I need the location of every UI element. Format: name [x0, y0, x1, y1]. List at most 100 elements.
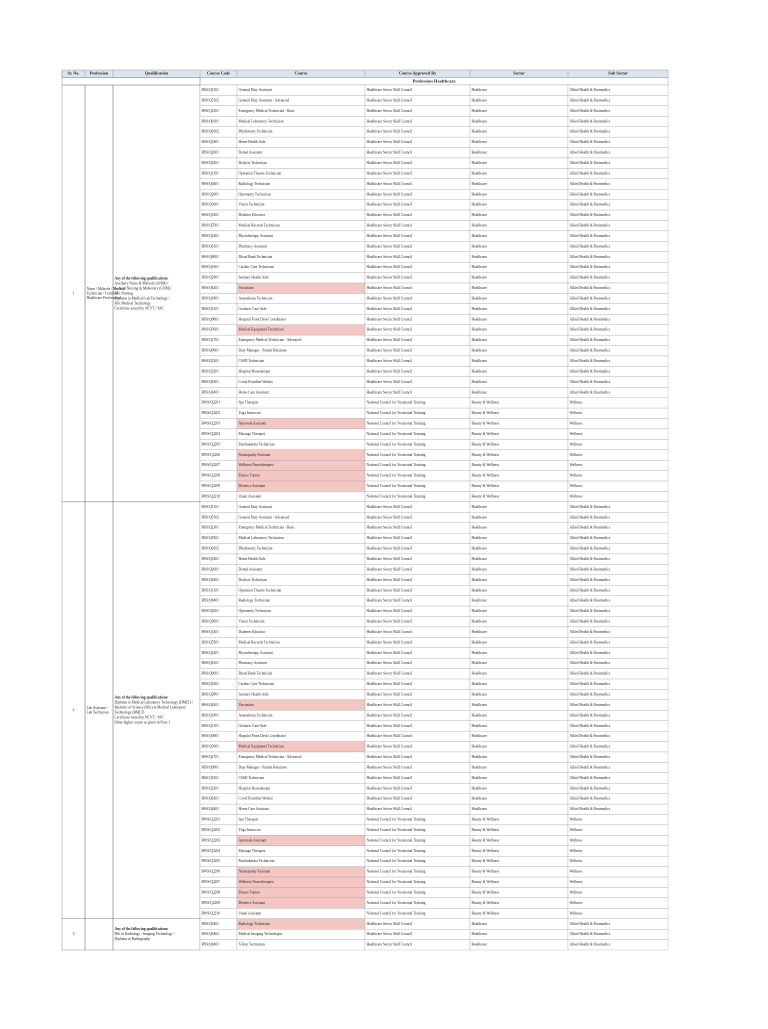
cell-text: Healthcare Sector Skill Council [367, 369, 413, 373]
cell-text: Healthcare [472, 547, 488, 551]
cell-text: Healthcare [472, 588, 488, 592]
cell-text: Home Health Aide [239, 140, 266, 144]
cell-text: HSS/Q1401 [202, 213, 220, 217]
cell-text: BWS/Q2203 [202, 838, 221, 842]
cell-text: HSS/Q0301 [202, 536, 220, 540]
cell-text: Healthcare [472, 213, 488, 217]
cell-text: Healthcare [472, 640, 488, 644]
cell-text: Healthcare Sector Skill Council [367, 265, 413, 269]
cell-text: BWS/Q2202 [202, 828, 221, 832]
cell-text: Optometry Technician [239, 192, 271, 196]
cell-text: Healthcare Sector Skill Council [367, 536, 413, 540]
cell-text: Naturopathy Assistant [239, 453, 271, 457]
cell-text: BWS/Q2205 [202, 442, 221, 446]
cell-text: Radiology Technician [239, 182, 271, 186]
cell-text: BWS/Q2204 [202, 849, 221, 853]
cell-text: Medical Records Technician [239, 224, 280, 228]
cell-text: HSS/Q2201 [202, 651, 220, 655]
cell-text: Home Care Assistant [239, 807, 269, 811]
cell-text: Beauty & Wellness [472, 401, 500, 405]
cell-text: HSS/Q5201 [202, 359, 220, 363]
cell-text: Allied Health & Paramedics [570, 192, 611, 196]
cell-text: BWS/Q2201 [202, 401, 221, 405]
cell-text: Healthcare Sector Skill Council [367, 234, 413, 238]
cell-text: Beauty & Wellness [472, 432, 500, 436]
cell-text: BWS/Q2208 [202, 474, 221, 478]
cell-text: Allied Health & Paramedics [570, 734, 611, 738]
cell [567, 491, 669, 503]
sr-no: 2 [73, 708, 75, 712]
cell-text: Healthcare Sector Skill Council [367, 98, 413, 102]
cell-text: Healthcare [472, 557, 488, 561]
qualification: Other higher course as given in Note 1 [115, 721, 171, 725]
cell-text: HSS/Q5101 [202, 88, 220, 92]
cell-text: HSS/Q0401 [202, 599, 220, 603]
cell-text: Yoga Instructor [239, 411, 262, 415]
cell-text: Healthcare [472, 922, 488, 926]
cell-text: HSS/Q3201 [202, 786, 220, 790]
cell-text: HSS/Q2201 [202, 234, 220, 238]
cell-text: Allied Health & Paramedics [570, 599, 611, 603]
cell-text: Allied Health & Paramedics [570, 609, 611, 613]
cell-text: Duty Manager - Patient Relations [239, 349, 288, 353]
cell-text: Healthcare Sector Skill Council [367, 192, 413, 196]
cell-text: Allied Health & Paramedics [570, 505, 611, 509]
cell-text: Vaccinator [239, 286, 255, 290]
cell-text: Beauty & Wellness [472, 411, 500, 415]
sr-no: 1 [73, 291, 75, 295]
cell-text: BWS/Q2206 [202, 870, 221, 874]
qualification: Any of the following qualifications: [115, 276, 169, 280]
cell-text: HSS/Q6401 [202, 390, 220, 394]
cell-text: National Council for Vocational Training [367, 838, 426, 842]
cell-text: Healthcare [472, 276, 488, 280]
cell-text: HSS/Q6201 [202, 703, 220, 707]
header-cell: Course Code [207, 71, 230, 76]
cell-text: HSS/Q6001 [202, 255, 220, 259]
cell-text: Healthcare [472, 369, 488, 373]
cell-text: Healthcare [472, 317, 488, 321]
cell-text: Healthcare Sector Skill Council [367, 943, 413, 947]
cell-text: Anaesthesia Technician [239, 713, 273, 717]
qualification: BSc Nursing [115, 291, 134, 295]
cell-text: HSS/Q2001 [202, 609, 220, 613]
cell [567, 418, 669, 430]
cell-text: Healthcare [472, 661, 488, 665]
cell-text: Healthcare [472, 390, 488, 394]
cell-text: CSSD Technician [239, 776, 265, 780]
cell-text: HSS/Q0403 [202, 943, 220, 947]
cell-text: Dialysis Technician [239, 578, 268, 582]
cell-text: Physiotherapy Assistant [239, 234, 273, 238]
cell-text: Allied Health & Paramedics [570, 724, 611, 728]
cell-text: BWS/Q2205 [202, 859, 221, 863]
cell-text: Healthcare Sector Skill Council [367, 349, 413, 353]
cell-text: Healthcare [472, 130, 488, 134]
cell-text: Beauty & Wellness [472, 484, 500, 488]
cell-text: Healthcare Sector Skill Council [367, 317, 413, 321]
cell-text: Dental Assistant [239, 567, 262, 571]
cell-text: General Duty Assistant - Advanced [239, 515, 290, 519]
cell-text: Allied Health & Paramedics [570, 557, 611, 561]
cell-text: Dental Assistant [239, 151, 262, 155]
cell-text: Anaesthesia Technician [239, 296, 273, 300]
cell-text: Healthcare Sector Skill Council [367, 151, 413, 155]
cell-text: Allied Health & Paramedics [570, 922, 611, 926]
cell-text: HSS/Q6101 [202, 244, 220, 248]
cell-text: Healthcare [472, 88, 488, 92]
cell-text: Beauty & Wellness [472, 880, 500, 884]
cell-text: National Council for Vocational Training [367, 901, 426, 905]
cell-text: Healthcare [472, 140, 488, 144]
cell-text: Healthcare [472, 161, 488, 165]
cell-text: Wellness [570, 870, 583, 874]
cell-text: Healthcare [472, 192, 488, 196]
cell-text: Healthcare [472, 349, 488, 353]
cell [567, 824, 669, 836]
cell-text: Allied Health & Paramedics [570, 682, 611, 686]
cell-text: BWS/Q2201 [202, 818, 221, 822]
cell-text: Unani Assistant [239, 911, 262, 915]
cell-text: Allied Health & Paramedics [570, 630, 611, 634]
cell-text: Healthcare Sector Skill Council [367, 119, 413, 123]
cell-text: Medical Laboratory Technician [239, 119, 284, 123]
cell-text: Wellness [570, 422, 583, 426]
cell-text: Healthcare Sector Skill Council [367, 797, 413, 801]
cell-text: Allied Health & Paramedics [570, 203, 611, 207]
